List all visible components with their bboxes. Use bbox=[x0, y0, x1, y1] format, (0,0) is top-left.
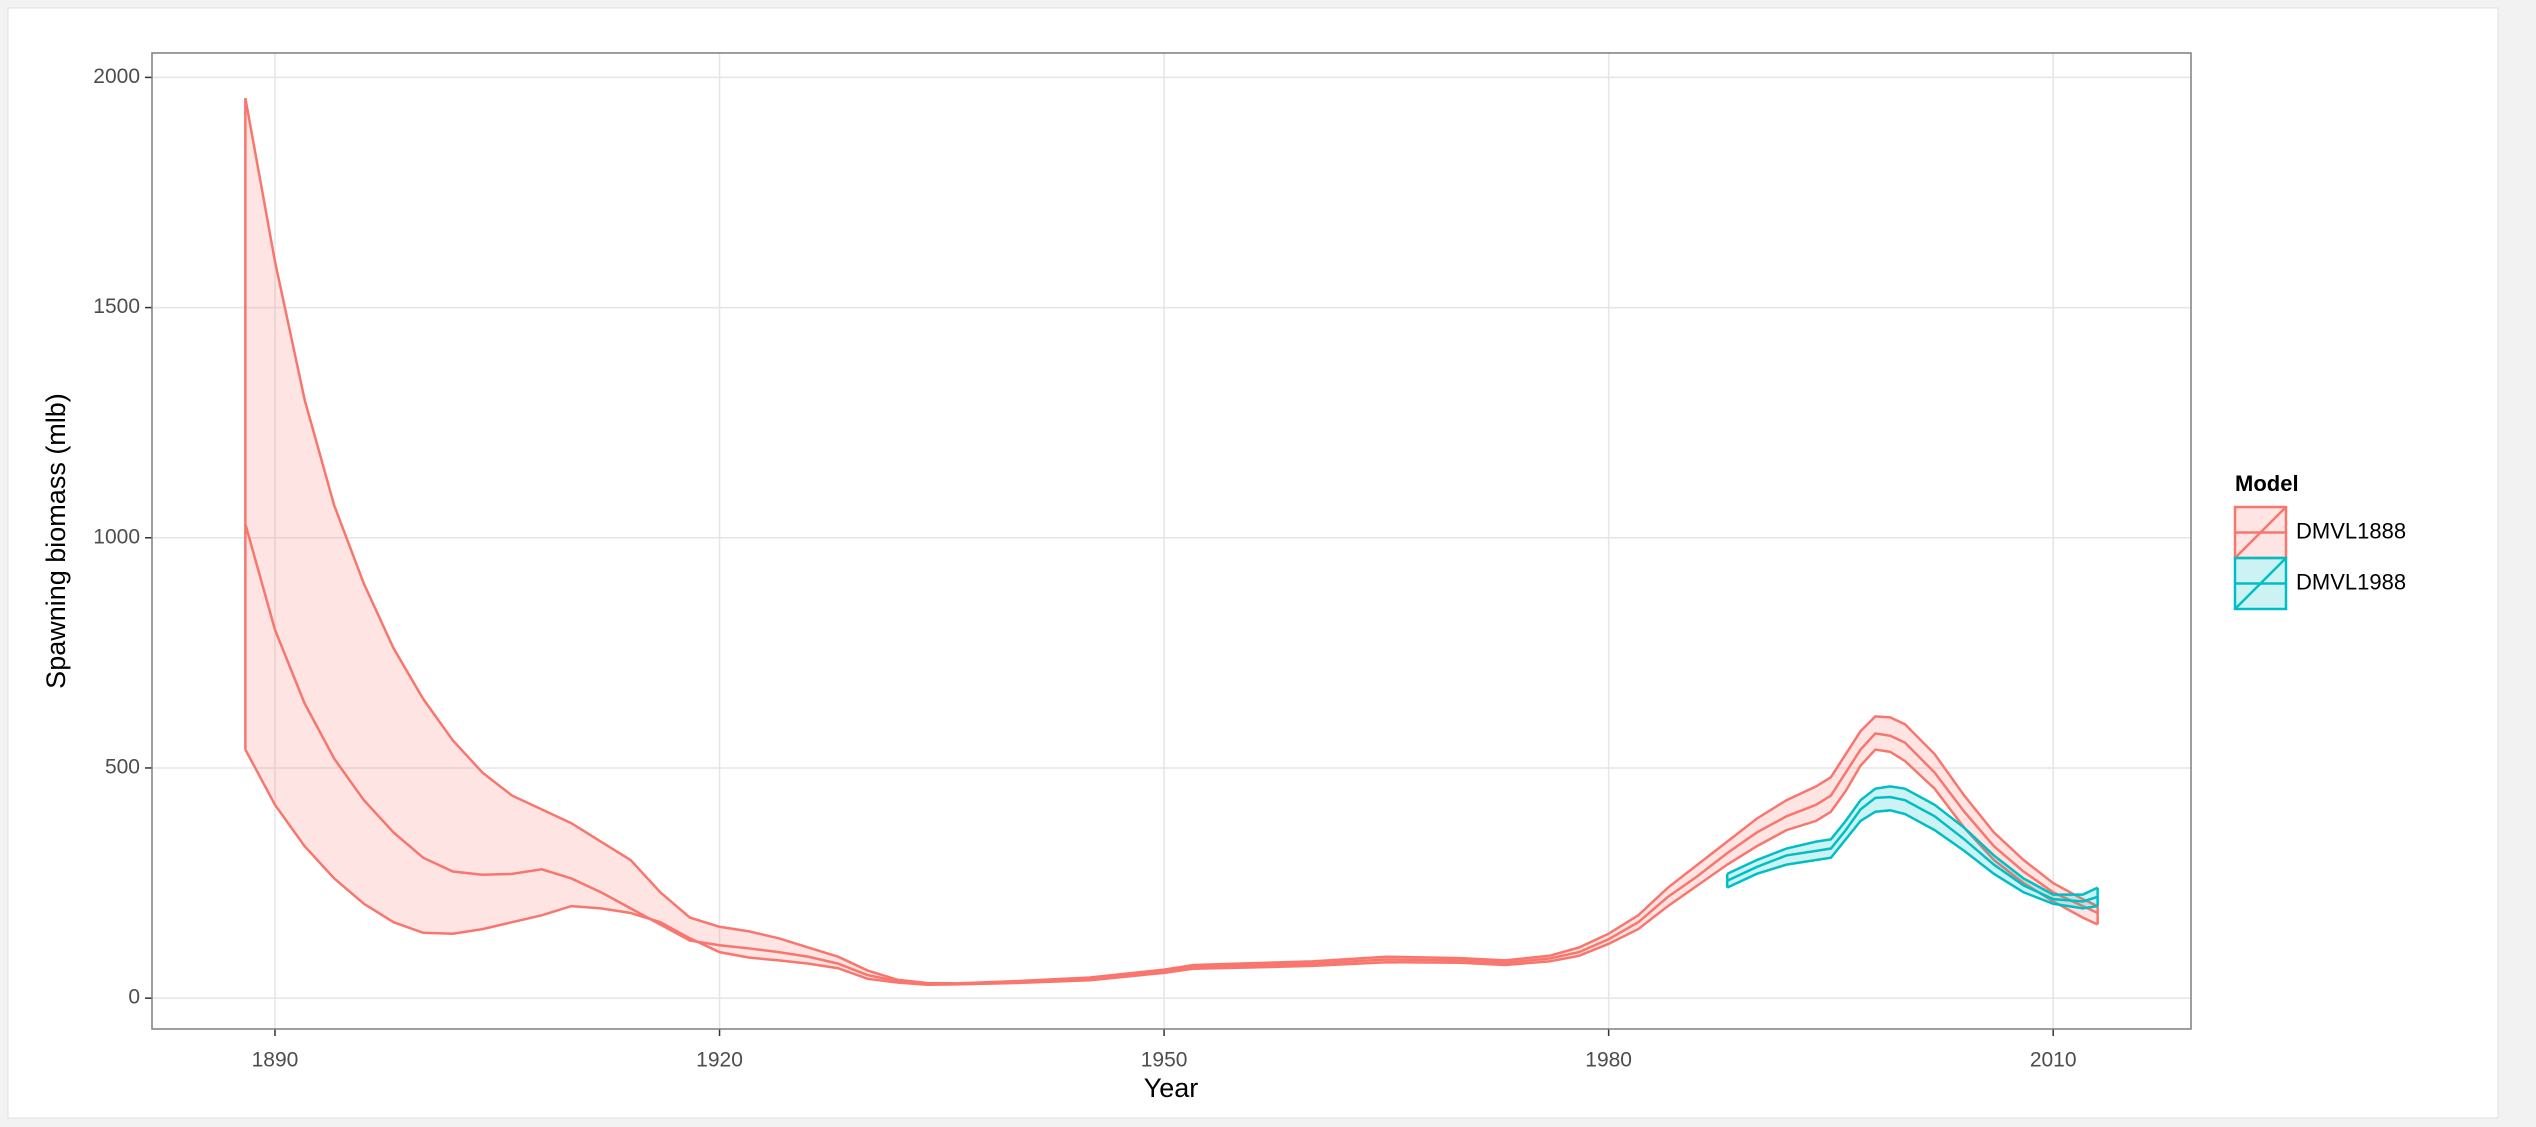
legend-label: DMVL1988 bbox=[2296, 569, 2406, 594]
x-tick-label: 1890 bbox=[252, 1049, 299, 1072]
y-tick-label: 2000 bbox=[93, 65, 140, 88]
line-upper bbox=[1726, 785, 2099, 896]
x-axis-title: Year bbox=[1144, 1073, 1199, 1103]
x-tick-label: 1920 bbox=[696, 1049, 743, 1072]
y-tick-label: 500 bbox=[105, 756, 140, 779]
line-values bbox=[244, 523, 2099, 986]
x-tick-label: 2010 bbox=[2030, 1049, 2077, 1072]
legend-key-slash bbox=[2234, 506, 2287, 559]
line-lower bbox=[244, 748, 2099, 987]
ribbon bbox=[1727, 786, 2098, 909]
x-tick-label: 1980 bbox=[1585, 1049, 1632, 1072]
legend-key-slash bbox=[2234, 557, 2287, 610]
line-upper bbox=[244, 97, 2099, 985]
x-tick-label: 1950 bbox=[1141, 1049, 1188, 1072]
y-tick-label: 1000 bbox=[93, 525, 140, 548]
y-axis-title: Spawning biomass (mlb) bbox=[41, 393, 71, 689]
line-lower bbox=[1726, 809, 2098, 910]
y-tick-label: 1500 bbox=[93, 295, 140, 318]
legend-title: Model bbox=[2235, 471, 2299, 496]
plot-border bbox=[151, 52, 2192, 1030]
legend-label: DMVL1888 bbox=[2296, 518, 2406, 543]
plot-panel bbox=[152, 53, 2191, 1029]
y-tick-label: 0 bbox=[128, 986, 140, 1009]
ribbon bbox=[245, 98, 2098, 985]
line-values bbox=[1726, 795, 2099, 903]
